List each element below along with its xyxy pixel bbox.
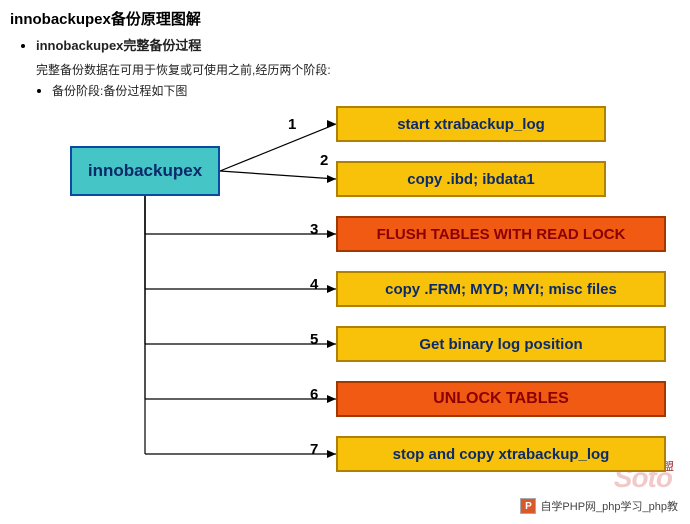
section-desc: 完整备份数据在可用于恢复或可使用之前,经历两个阶段: — [36, 61, 680, 78]
section-sub-title: innobackupex完整备份过程 — [36, 38, 201, 53]
step-box: copy .FRM; MYD; MYI; misc files — [336, 271, 666, 307]
step-box: Get binary log position — [336, 326, 666, 362]
bullet-list-inner: 备份阶段:备份过程如下图 — [10, 82, 680, 100]
step-box: start xtrabackup_log — [336, 106, 606, 142]
source-box: innobackupex — [70, 146, 220, 196]
edge-number: 3 — [310, 221, 318, 238]
edge-number: 5 — [310, 331, 318, 348]
php-icon: P — [520, 498, 536, 514]
step-box: stop and copy xtrabackup_log — [336, 436, 666, 472]
edge-number: 7 — [310, 441, 318, 458]
step-box: FLUSH TABLES WITH READ LOCK — [336, 216, 666, 252]
edge-number: 4 — [310, 276, 318, 293]
step-box: UNLOCK TABLES — [336, 381, 666, 417]
phase-text: 备份阶段:备份过程如下图 — [52, 84, 187, 98]
edge-number: 1 — [288, 116, 296, 133]
bullet-list-outer: innobackupex完整备份过程 — [10, 35, 680, 55]
footer-badge: P 自学PHP网_php学习_php教 — [520, 498, 678, 514]
step-box: copy .ibd; ibdata1 — [336, 161, 606, 197]
footer-badge-text: 自学PHP网_php学习_php教 — [540, 498, 678, 514]
edge-number: 6 — [310, 386, 318, 403]
page-title: innobackupex备份原理图解 — [10, 8, 680, 29]
edge-number: 2 — [320, 152, 328, 169]
backup-diagram: Soto 红黑联盟 P 自学PHP网_php学习_php教 innobackup… — [10, 106, 680, 516]
